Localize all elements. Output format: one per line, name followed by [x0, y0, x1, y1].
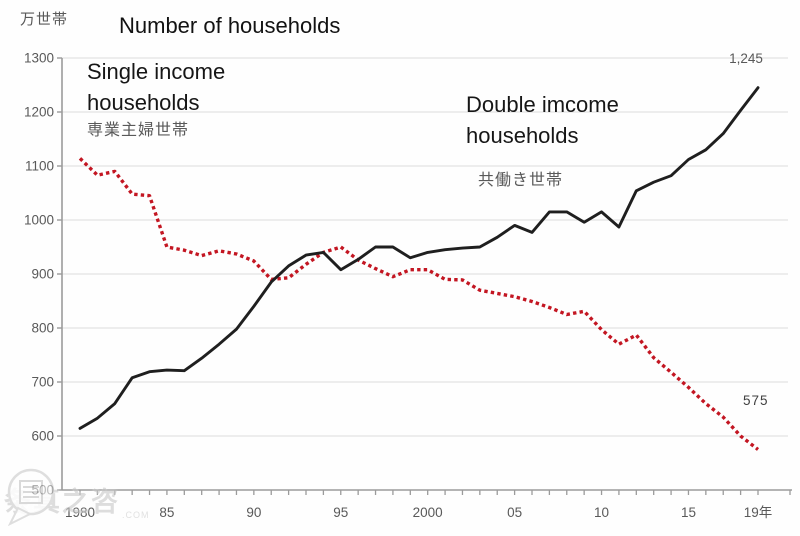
x-axis-label: 1980 — [65, 505, 95, 520]
x-axis-label: 05 — [507, 505, 522, 520]
y-axis-label: 1100 — [25, 159, 54, 174]
x-axis-label: 10 — [594, 505, 609, 520]
double-income-line — [78, 86, 760, 430]
double-income-series-label: Double imcome households — [466, 92, 619, 148]
single-income-line — [78, 157, 760, 451]
y-axis-label: 800 — [31, 321, 54, 336]
single-income-final-value: 575 — [743, 393, 769, 408]
y-axis-label: 1000 — [24, 213, 54, 228]
x-axis-label: 85 — [159, 505, 174, 520]
y-axis-label: 500 — [31, 483, 54, 498]
y-axis-label: 600 — [31, 429, 54, 444]
x-axis-label: 90 — [246, 505, 261, 520]
chart-title: Number of households — [119, 13, 341, 38]
y-axis-unit-label: 万世帯 — [20, 11, 69, 28]
x-axis-label: 19年 — [744, 505, 773, 520]
x-axis-label: 95 — [333, 505, 348, 520]
y-axis-label: 1300 — [24, 51, 54, 66]
double-income-series-label-japanese: 共働き世帯 — [478, 172, 564, 189]
y-axis-label: 1200 — [24, 105, 54, 120]
double-income-final-value: 1,245 — [729, 51, 763, 66]
single-income-series-label: Single income households — [87, 59, 226, 115]
x-axis-label: 15 — [681, 505, 696, 520]
y-axis-label: 900 — [31, 267, 54, 282]
y-axis-label: 700 — [31, 375, 54, 390]
x-axis-label: 2000 — [413, 505, 443, 520]
single-income-series-label-japanese: 専業主婦世帯 — [87, 122, 190, 139]
